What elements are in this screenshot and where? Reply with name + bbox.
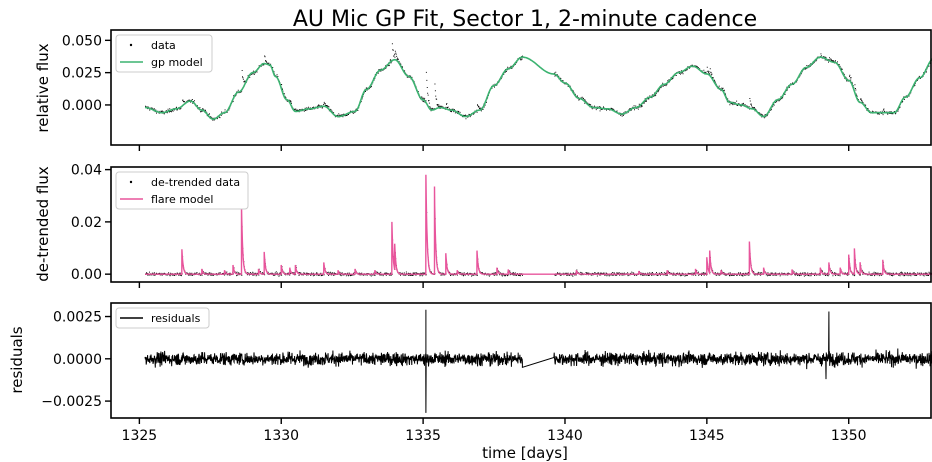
legend-relative-flux: data gp model <box>115 34 213 73</box>
y-axis-label-detrended-flux: de-trended flux <box>34 166 52 282</box>
y-tick-label: 0.000 <box>62 98 102 114</box>
plot-area-relative-flux <box>144 43 932 121</box>
legend-label-residuals: residuals <box>151 312 201 325</box>
series-gp-model <box>144 56 932 121</box>
x-axis-label: time [days] <box>482 444 568 462</box>
y-tick-label: −0.0025 <box>41 394 102 410</box>
legend-label-data: data <box>151 39 176 52</box>
plot-area-residuals <box>144 309 932 413</box>
y-axis-label-residuals: residuals <box>8 326 26 393</box>
y-tick-label: 0.02 <box>71 215 102 231</box>
x-tick-label: 1345 <box>689 428 725 444</box>
x-tick-label: 1340 <box>547 428 583 444</box>
series-residuals <box>144 309 932 413</box>
y-tick-label: 0.050 <box>62 33 102 49</box>
series-detrended-data <box>145 212 932 277</box>
x-tick-label: 1350 <box>831 428 867 444</box>
legend-marker-detrended-data <box>129 180 133 184</box>
chart-title: AU Mic GP Fit, Sector 1, 2-minute cadenc… <box>293 7 757 32</box>
legend-marker-data <box>129 43 133 47</box>
x-tick-label: 1335 <box>405 428 441 444</box>
y-tick-label: 0.00 <box>71 267 102 283</box>
y-axis-label-relative-flux: relative flux <box>34 43 52 132</box>
y-tick-label: 0.025 <box>62 66 102 82</box>
x-ticks-detrended-flux <box>138 282 850 288</box>
axes-frame-relative-flux <box>110 29 932 146</box>
y-tick-label: 0.04 <box>71 163 102 179</box>
series-flare-model <box>145 174 932 276</box>
panel-relative-flux: 0.050 0.025 0.000 relative flux data gp mo… <box>34 29 932 151</box>
y-ticks-detrended-flux: 0.04 0.02 0.00 <box>71 163 111 283</box>
legend-label-flare-model: flare model <box>151 193 213 206</box>
y-tick-label: 0.0025 <box>53 310 102 326</box>
legend-label-gp-model: gp model <box>151 56 203 69</box>
legend-residuals: residuals <box>115 307 210 329</box>
axes-frame-detrended-flux <box>110 166 932 283</box>
legend-detrended-flux: de-trended data flare model <box>115 171 249 210</box>
y-ticks-residuals: 0.0025 0.0000 −0.0025 <box>41 310 111 410</box>
x-tick-label: 1330 <box>263 428 299 444</box>
series-data-points <box>145 43 932 121</box>
plot-area-detrended-flux <box>145 174 932 277</box>
y-ticks-relative-flux: 0.050 0.025 0.000 <box>62 33 111 114</box>
x-ticks-residuals: 1325 1330 1335 1340 1345 1350 <box>122 418 867 444</box>
x-ticks-relative-flux <box>138 145 850 151</box>
y-tick-label: 0.0000 <box>53 352 102 368</box>
panel-detrended-flux: 0.04 0.02 0.00 de-trended flux de-trended … <box>34 163 932 288</box>
x-tick-label: 1325 <box>122 428 158 444</box>
axes-frame-residuals <box>110 302 932 419</box>
legend-label-detrended-data: de-trended data <box>151 176 240 189</box>
panel-residuals: 0.0025 0.0000 −0.0025 1325 1330 1335 1340 1345… <box>8 302 932 444</box>
